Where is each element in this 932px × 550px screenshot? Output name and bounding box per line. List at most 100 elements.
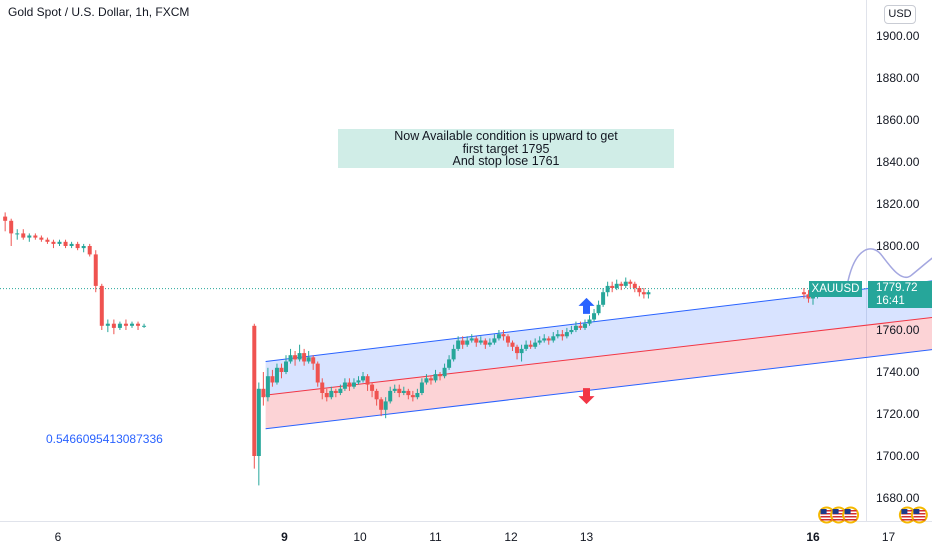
text-annotation-box[interactable]: Now Available condition is upward to get…: [338, 129, 674, 168]
candle-body: [111, 323, 116, 328]
candle-body: [528, 344, 533, 347]
candle: [129, 321, 134, 328]
candle-body: [560, 334, 565, 337]
price-axis[interactable]: 1900.00 1880.00 1860.00 1840.00 1820.00 1800.…: [876, 29, 920, 505]
candle-body: [456, 340, 461, 349]
candle: [614, 279, 619, 291]
candle-body: [487, 342, 492, 345]
candle-body: [801, 292, 806, 295]
candle-body: [555, 334, 560, 337]
candle: [63, 239, 68, 249]
candle-body: [21, 233, 26, 238]
channel-upper-line: [265, 280, 932, 362]
candle: [469, 334, 474, 343]
candle: [342, 378, 347, 391]
candle-body: [410, 395, 415, 398]
candles: [3, 212, 820, 486]
candle: [274, 363, 279, 385]
candle-body: [370, 384, 375, 391]
candle: [117, 321, 122, 330]
annotation-line-3: And stop lose 1761: [452, 154, 560, 168]
channel-middle-line: [265, 317, 932, 396]
candle-body: [117, 323, 122, 328]
candle: [415, 388, 420, 400]
candle: [619, 281, 624, 291]
candle: [293, 351, 298, 366]
candle-body: [601, 292, 606, 305]
candle-body: [252, 325, 257, 456]
candle: [533, 338, 538, 349]
candle: [361, 372, 366, 383]
candle: [69, 241, 74, 249]
candle: [442, 363, 447, 379]
candle: [447, 355, 452, 370]
candle-body: [342, 382, 347, 389]
candle: [75, 241, 80, 251]
candle-body: [438, 374, 443, 377]
candle-body: [451, 348, 456, 360]
candle: [524, 340, 529, 351]
candle-body: [293, 355, 298, 360]
candle-body: [361, 376, 366, 381]
candle: [569, 325, 574, 335]
candle-body: [93, 254, 98, 286]
candle: [546, 336, 551, 345]
candle: [329, 386, 334, 400]
candle-body: [256, 388, 261, 456]
candle-body: [15, 233, 20, 235]
price-tick-label: 1900.00: [876, 29, 920, 43]
us-flag-icon: [818, 506, 836, 524]
candle: [45, 237, 50, 244]
candle-body: [483, 340, 488, 345]
candle: [401, 386, 406, 396]
candle-body: [537, 340, 542, 343]
candle-body: [442, 367, 447, 377]
candle: [347, 378, 352, 391]
candle: [555, 330, 560, 339]
event-marker[interactable]: [898, 506, 928, 524]
flag-canton: [901, 509, 908, 514]
flag-canton: [913, 509, 920, 514]
candle-body: [428, 378, 433, 381]
candle-body: [3, 216, 8, 221]
candle-body: [374, 390, 379, 400]
candle-body: [632, 283, 637, 288]
event-marker[interactable]: [818, 506, 860, 524]
drawings[interactable]: [578, 175, 932, 405]
candle: [105, 319, 110, 333]
us-flag-icon: [830, 506, 848, 524]
candle-body: [388, 390, 393, 402]
candle-body: [329, 390, 334, 398]
us-flag-icon: [910, 506, 928, 524]
candle-body: [302, 353, 307, 362]
us-flag-icon: [898, 506, 916, 524]
candle: [142, 323, 147, 328]
candle-body: [324, 393, 329, 398]
candle-body: [261, 388, 266, 398]
candle: [397, 384, 402, 398]
candle-body: [474, 338, 479, 343]
candle: [515, 344, 520, 360]
flag-stripe: [901, 519, 914, 521]
candle: [478, 336, 483, 345]
economic-events[interactable]: [818, 506, 932, 524]
candle-body: [610, 285, 615, 288]
fib-ratio-label: 0.546609541308733​6: [46, 432, 163, 446]
regression-channel[interactable]: [0, 252, 932, 430]
candle-body: [592, 313, 597, 320]
candle: [256, 382, 261, 486]
candle-body: [619, 283, 624, 286]
candle-body: [623, 281, 628, 286]
time-tick-label: 10: [353, 530, 367, 544]
candle-body: [587, 319, 592, 324]
candle-body: [533, 342, 538, 347]
candle-body: [288, 355, 293, 362]
currency-button[interactable]: USD: [884, 5, 916, 24]
candle: [265, 367, 270, 402]
candle-body: [351, 382, 356, 387]
candle-body: [69, 243, 74, 246]
projection-path: [846, 248, 932, 287]
candle-body: [646, 292, 651, 295]
time-axis[interactable]: 69101112131617181920: [55, 530, 932, 544]
